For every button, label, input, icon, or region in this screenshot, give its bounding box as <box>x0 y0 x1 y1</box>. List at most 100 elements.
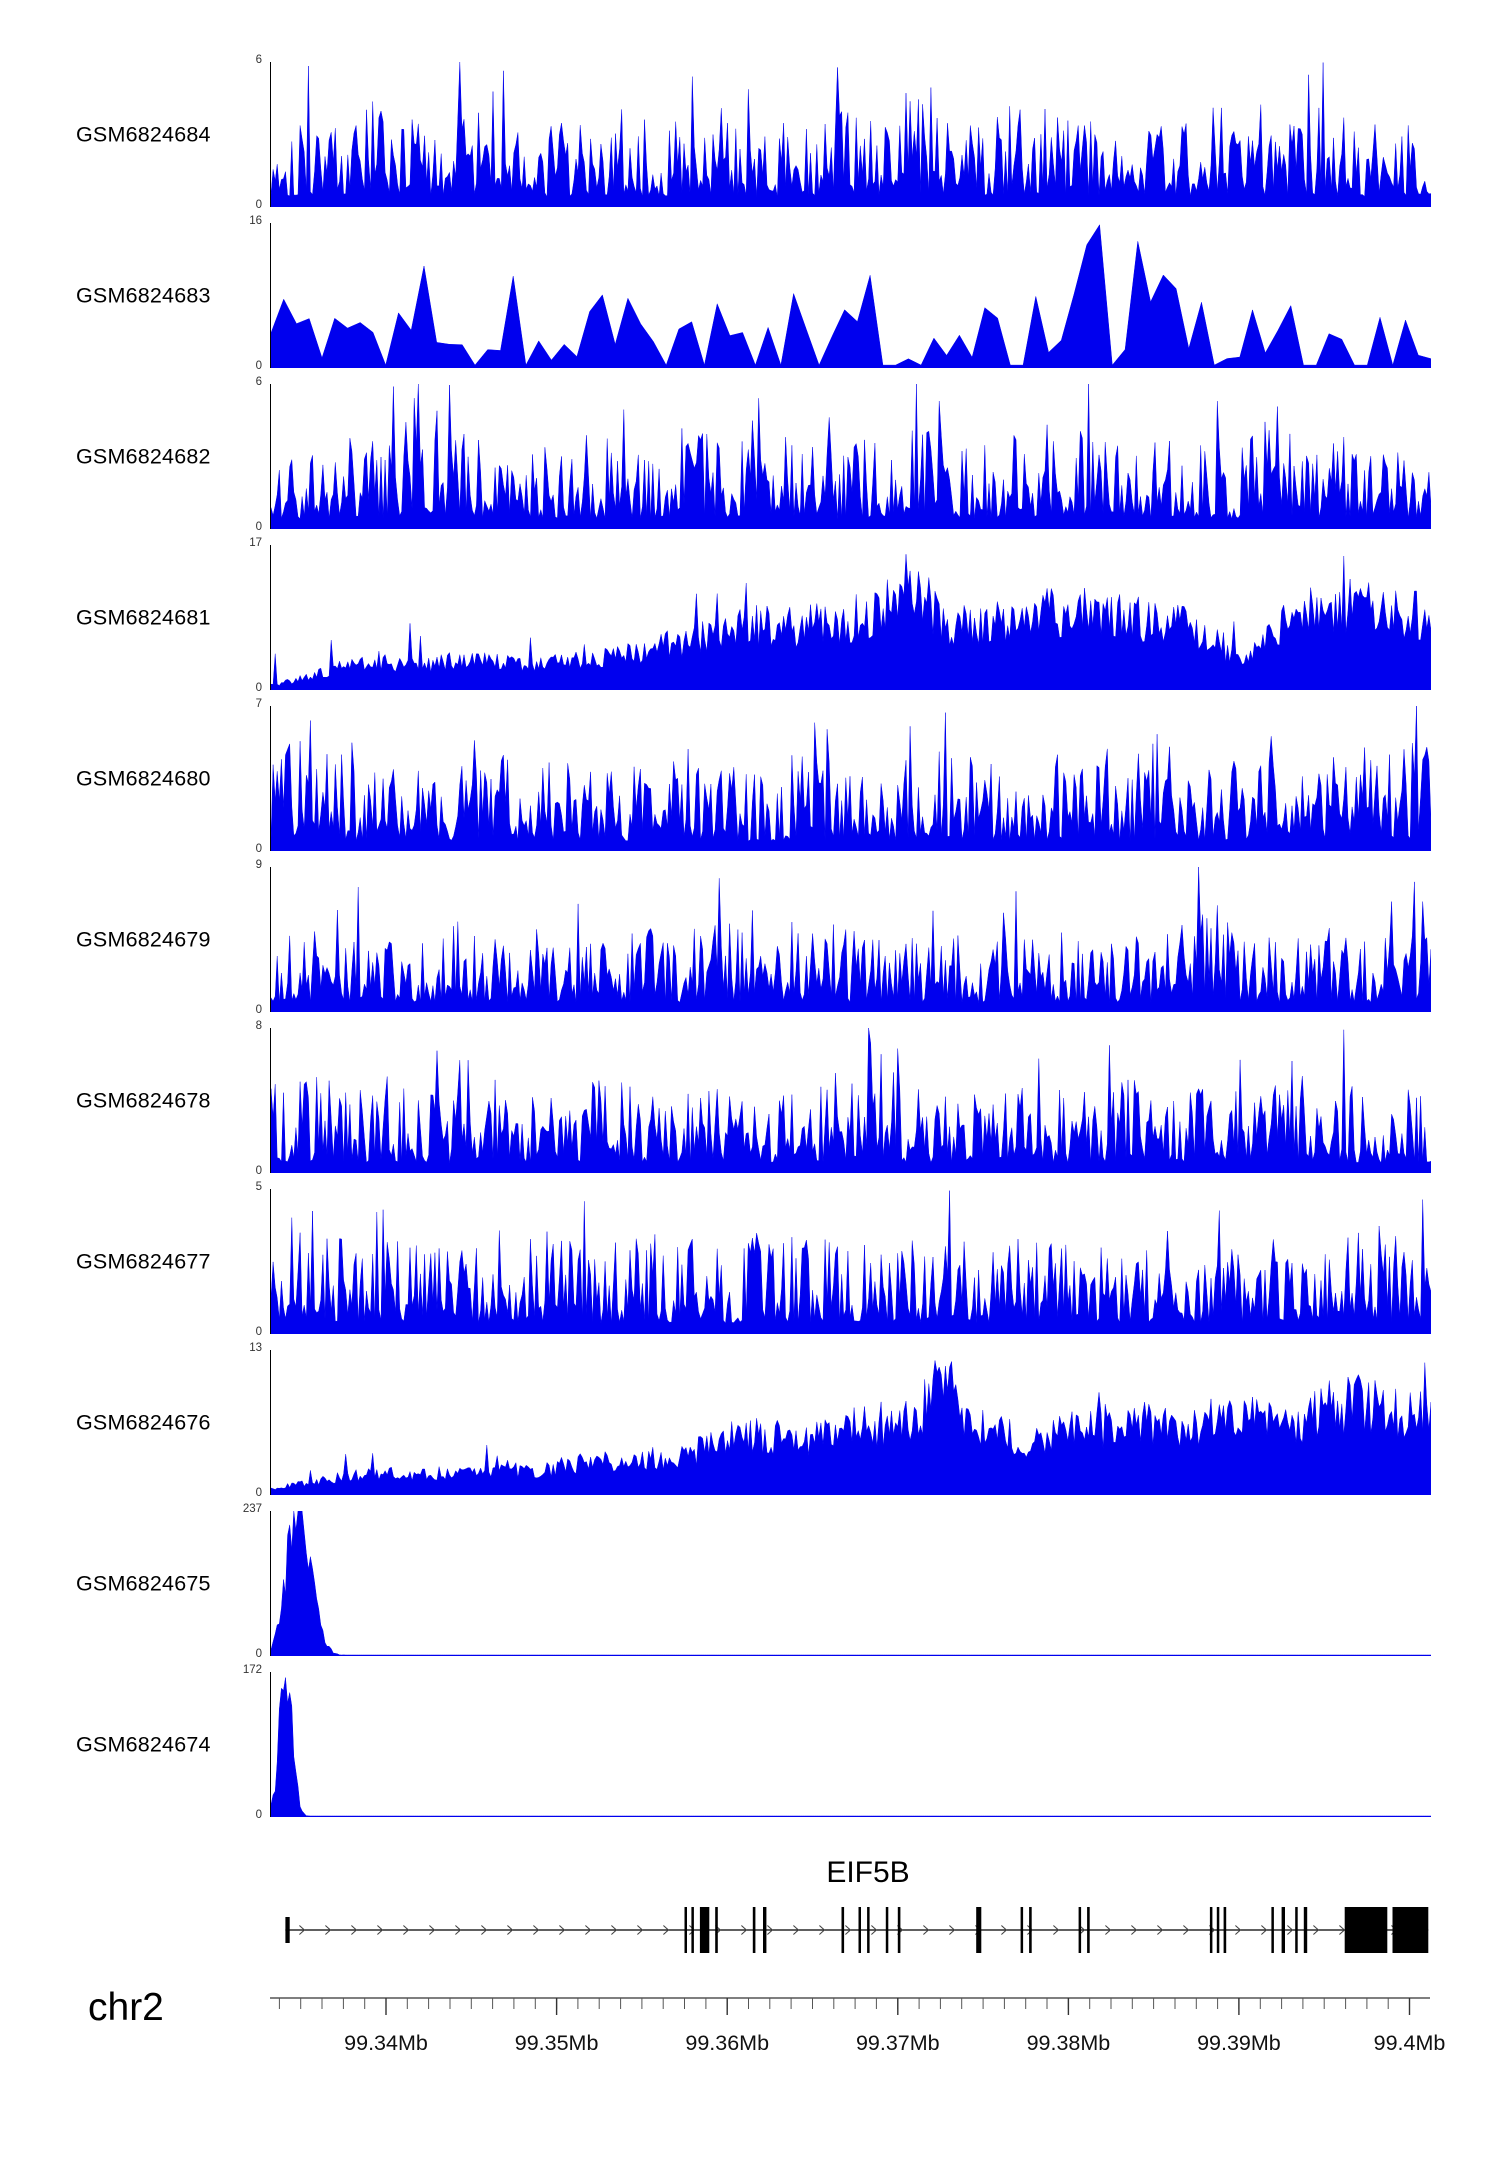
coverage-svg <box>271 224 1431 368</box>
track-plot <box>270 1511 1431 1656</box>
strand-arrow-icon <box>559 1925 566 1935</box>
strand-arrow-icon <box>767 1925 774 1935</box>
strand-arrow-icon <box>481 1925 488 1935</box>
track-row: GSM6824680 7 0 <box>0 698 1500 854</box>
track-ymin-label: 0 <box>255 1486 262 1499</box>
track-ymin-label: 0 <box>255 1003 262 1016</box>
gene-exon <box>1281 1907 1285 1953</box>
track-row: GSM6824674 172 0 <box>0 1664 1500 1820</box>
gene-exon <box>1271 1907 1274 1953</box>
track-ymin-label: 0 <box>255 359 262 372</box>
gene-exon <box>1078 1907 1082 1953</box>
strand-arrow-icon <box>1131 1925 1138 1935</box>
track-ymax-label: 6 <box>255 376 262 388</box>
track-label: GSM6824678 <box>76 1088 211 1112</box>
track-row: GSM6824683 16 0 <box>0 215 1500 371</box>
track-plot <box>270 1672 1431 1817</box>
axis-tick-label: 99.37Mb <box>856 2031 940 2055</box>
gene-name-label: EIF5B <box>826 1856 910 1889</box>
coverage-area <box>271 384 1431 529</box>
track-row: GSM6824681 17 0 <box>0 537 1500 693</box>
track-plot <box>270 1028 1431 1173</box>
strand-arrow-icon <box>949 1925 956 1935</box>
strand-arrow-icon <box>1287 1925 1294 1935</box>
strand-arrow-icon <box>377 1925 384 1935</box>
track-row: GSM6824679 9 0 <box>0 859 1500 1015</box>
coverage-svg <box>271 1028 1431 1173</box>
chromosome-axis: chr2 99.34Mb 99.35Mb 99.36Mb 99.37Mb 99.38Mb… <box>0 1986 1500 2122</box>
strand-arrow-icon <box>429 1925 436 1935</box>
coverage-svg <box>271 1190 1431 1334</box>
track-row: GSM6824684 6 0 <box>0 54 1500 210</box>
coverage-svg <box>271 384 1431 529</box>
track-ymin-label: 0 <box>255 1164 262 1177</box>
strand-arrow-icon <box>299 1925 306 1935</box>
track-ymax-label: 5 <box>255 1181 262 1193</box>
track-plot <box>270 223 1431 368</box>
axis-tick-label: 99.34Mb <box>344 2031 428 2055</box>
strand-arrow-icon <box>845 1925 852 1935</box>
coverage-svg <box>271 706 1431 851</box>
axis-tick-label: 99.38Mb <box>1027 2031 1111 2055</box>
track-plot <box>270 62 1431 207</box>
strand-arrow-icon <box>507 1925 514 1935</box>
gene-exon <box>752 1907 756 1953</box>
coverage-svg <box>271 62 1431 207</box>
gene-exon <box>699 1907 710 1953</box>
coverage-area <box>271 1190 1431 1334</box>
track-ymax-label: 13 <box>249 1342 262 1354</box>
track-row: GSM6824676 13 0 <box>0 1342 1500 1498</box>
coverage-area <box>271 554 1431 690</box>
gene-exon <box>715 1907 718 1953</box>
strand-arrow-icon <box>689 1925 696 1935</box>
strand-arrow-icon <box>1235 1925 1242 1935</box>
track-ymin-label: 0 <box>255 520 262 533</box>
track-label: GSM6824679 <box>76 927 211 951</box>
coverage-area <box>271 224 1431 368</box>
track-plot <box>270 1350 1431 1495</box>
strand-arrow-icon <box>637 1925 644 1935</box>
strand-arrow-icon <box>1027 1925 1034 1935</box>
coverage-area <box>271 1677 1431 1817</box>
gene-exon <box>285 1917 290 1943</box>
strand-arrow-icon <box>585 1925 592 1935</box>
track-plot <box>270 1189 1431 1334</box>
gene-exon <box>1087 1907 1090 1953</box>
gene-exon <box>867 1907 870 1953</box>
gene-exon <box>1020 1907 1024 1953</box>
track-plot <box>270 384 1431 529</box>
gene-exon <box>885 1907 889 1953</box>
strand-arrow-icon <box>871 1925 878 1935</box>
gene-exon <box>1029 1907 1032 1953</box>
track-ymax-label: 172 <box>242 1664 262 1676</box>
coverage-area <box>271 1028 1431 1173</box>
strand-arrow-icon <box>351 1925 358 1935</box>
strand-arrow-icon <box>533 1925 540 1935</box>
gene-exon <box>1223 1907 1227 1953</box>
strand-arrow-icon <box>923 1925 930 1935</box>
track-ymin-label: 0 <box>255 681 262 694</box>
gene-exon <box>1209 1907 1213 1953</box>
track-plot <box>270 545 1431 690</box>
strand-arrow-icon <box>325 1925 332 1935</box>
strand-arrow-icon <box>1157 1925 1164 1935</box>
coverage-svg <box>271 867 1431 1012</box>
axis-tick-label: 99.4Mb <box>1374 2031 1446 2055</box>
strand-arrow-icon <box>611 1925 618 1935</box>
gene-exon <box>897 1907 901 1953</box>
coverage-svg <box>271 1360 1431 1495</box>
gene-track: EIF5B <box>0 1856 1500 2006</box>
coverage-svg <box>271 1677 1431 1817</box>
track-label: GSM6824682 <box>76 444 211 468</box>
gene-exon <box>691 1907 694 1953</box>
axis-ruler: 99.34Mb 99.35Mb 99.36Mb 99.37Mb 99.38Mb 99.39… <box>270 1997 1445 2055</box>
strand-arrow-icon <box>1183 1925 1190 1935</box>
axis-tick-label: 99.39Mb <box>1197 2031 1281 2055</box>
axis-tick-label: 99.35Mb <box>515 2031 599 2055</box>
track-ymax-label: 16 <box>249 215 262 227</box>
track-ymax-label: 17 <box>249 537 262 549</box>
chromosome-label: chr2 <box>88 1986 164 2029</box>
strand-arrow-icon <box>819 1925 826 1935</box>
strand-arrow-icon <box>1105 1925 1112 1935</box>
